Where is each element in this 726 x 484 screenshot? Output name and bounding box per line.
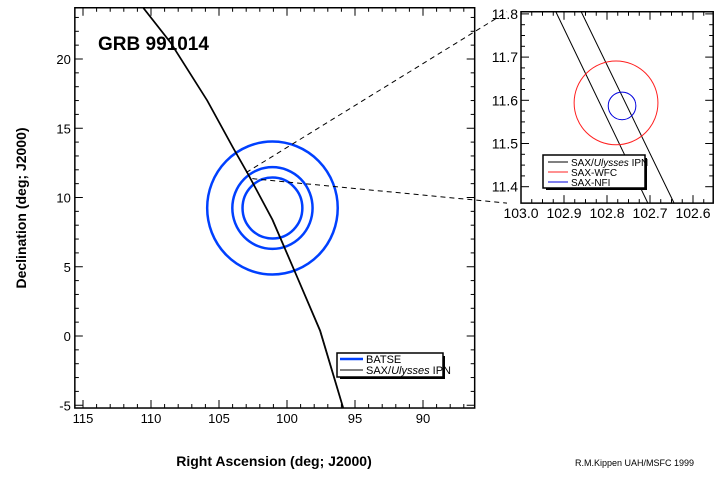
chart-title: GRB 991014 [98, 34, 209, 55]
legend-shadow [546, 188, 647, 190]
plot-frame [74, 7, 476, 409]
y-tick-label: 15 [56, 121, 70, 136]
batse-error-circle [231, 165, 314, 251]
y-tick-label: 5 [64, 260, 71, 275]
x-tick-label: 100 [276, 411, 298, 426]
x-axis-label: Right Ascension (deg; J2000) [176, 453, 372, 469]
y-tick-label: 10 [56, 191, 70, 206]
legend-box [336, 352, 444, 378]
batse-error-circle [205, 140, 339, 276]
zoom-connector-line [252, 178, 508, 204]
x-tick-label: 95 [348, 411, 362, 426]
inset-x-tick-label: 102.8 [589, 205, 624, 221]
sax-wfc-circle [573, 60, 659, 146]
zoom-connector-line [245, 11, 508, 173]
x-tick-label: 105 [208, 411, 230, 426]
x-tick-label: 90 [416, 411, 430, 426]
ipn-annulus-line [142, 7, 344, 409]
inset-y-tick-label: 11.4 [492, 179, 518, 195]
inset-x-tick-label: 102.6 [675, 205, 710, 221]
inset-legend-label: SAX-NFI [571, 178, 610, 189]
x-tick-label: 115 [73, 411, 94, 426]
y-tick-label: 20 [56, 52, 70, 67]
sax-nfi-circle [607, 91, 637, 121]
inset-x-tick-label: 102.9 [546, 205, 581, 221]
inset-legend-label: SAX-WFC [571, 168, 617, 179]
inset-y-tick-label: 11.8 [492, 6, 518, 22]
y-axis-label: Declination (deg; J2000) [13, 127, 29, 288]
legend-shadow [443, 356, 445, 379]
legend-shadow [340, 377, 445, 379]
credit-text: R.M.Kippen UAH/MSFC 1999 [575, 458, 694, 468]
y-tick-label: -5 [59, 398, 71, 413]
inset-y-tick-label: 11.7 [492, 49, 518, 65]
legend-shadow [645, 158, 647, 190]
inset-ipn-line [580, 11, 675, 204]
inset-x-tick-label: 103.0 [503, 205, 538, 221]
legend-label-batse: BATSE [366, 354, 401, 366]
batse-error-circle [241, 176, 304, 240]
y-tick-label: 0 [64, 329, 71, 344]
inset-x-tick-label: 102.7 [632, 205, 667, 221]
ipn-annulus-line [143, 7, 345, 409]
legend-label-ipn: SAX/Ulysses IPN [366, 365, 451, 377]
inset-y-tick-label: 11.6 [492, 92, 518, 108]
inset-legend-label: SAX/Ulysses IPN [571, 158, 648, 169]
x-tick-label: 110 [141, 411, 162, 426]
inset-y-tick-label: 11.5 [492, 136, 518, 152]
